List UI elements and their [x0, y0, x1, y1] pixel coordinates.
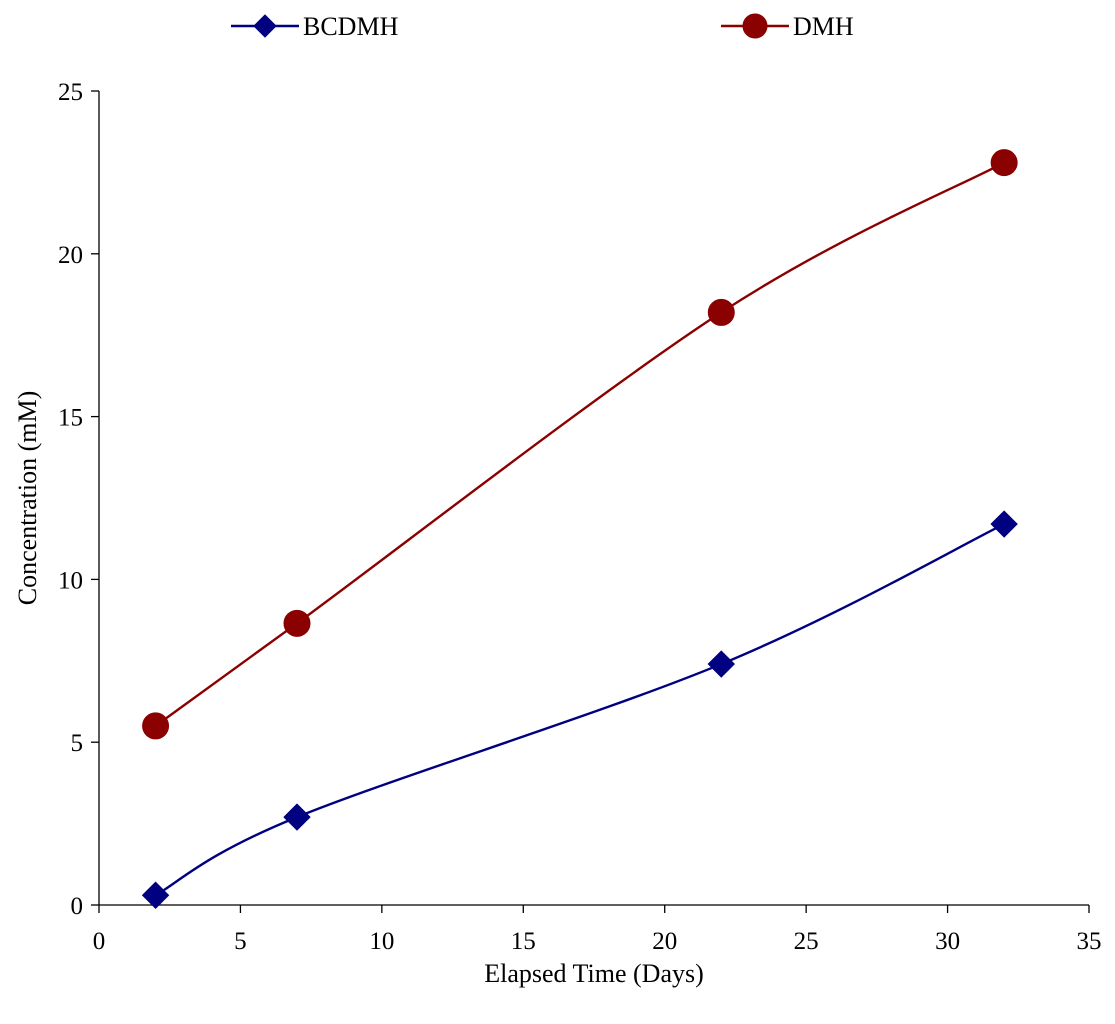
- y-tick-label: 0: [71, 893, 84, 920]
- data-point-bcdmh: [707, 650, 735, 678]
- axes: 0 5 10 15 20 25 0 5 10 15 20 25 30 35: [58, 79, 1102, 955]
- y-tick-label: 5: [71, 730, 84, 757]
- series-dmh: [142, 149, 1018, 740]
- data-point-bcdmh: [141, 881, 170, 909]
- y-tick-label: 15: [58, 405, 83, 432]
- x-tick-label: 35: [1077, 928, 1102, 955]
- series-line-bcdmh: [154, 522, 1005, 897]
- series-bcdmh: [141, 510, 1018, 909]
- y-tick-label: 10: [58, 567, 83, 594]
- legend-item-bcdmh: BCDMH: [231, 12, 399, 41]
- data-point-dmh: [990, 149, 1018, 177]
- data-point-bcdmh: [283, 803, 311, 831]
- x-axis-title: Elapsed Time (Days): [484, 959, 704, 988]
- y-tick-label: 20: [58, 242, 83, 269]
- legend-marker-dmh-circle-icon: [742, 13, 768, 39]
- x-tick-label: 15: [511, 928, 536, 955]
- x-tick-label: 30: [935, 928, 960, 955]
- x-tick-label: 20: [652, 928, 677, 955]
- data-point-dmh: [283, 609, 311, 637]
- x-tick-label: 0: [93, 928, 106, 955]
- data-point-dmh: [142, 712, 170, 740]
- x-tick-label: 25: [794, 928, 819, 955]
- data-point-bcdmh: [990, 510, 1018, 538]
- plot-series: [141, 149, 1018, 909]
- legend: BCDMH DMH: [231, 12, 854, 41]
- y-tick-label: 25: [58, 79, 83, 106]
- y-axis-title: Concentration (mM): [13, 391, 42, 605]
- x-tick-label: 10: [369, 928, 394, 955]
- series-line-dmh: [154, 161, 1005, 727]
- legend-label-bcdmh: BCDMH: [303, 12, 399, 41]
- legend-item-dmh: DMH: [721, 12, 854, 41]
- x-tick-label: 5: [234, 928, 247, 955]
- data-point-dmh: [707, 298, 735, 326]
- legend-marker-bcdmh-diamond-icon: [253, 14, 277, 38]
- legend-label-dmh: DMH: [793, 12, 854, 41]
